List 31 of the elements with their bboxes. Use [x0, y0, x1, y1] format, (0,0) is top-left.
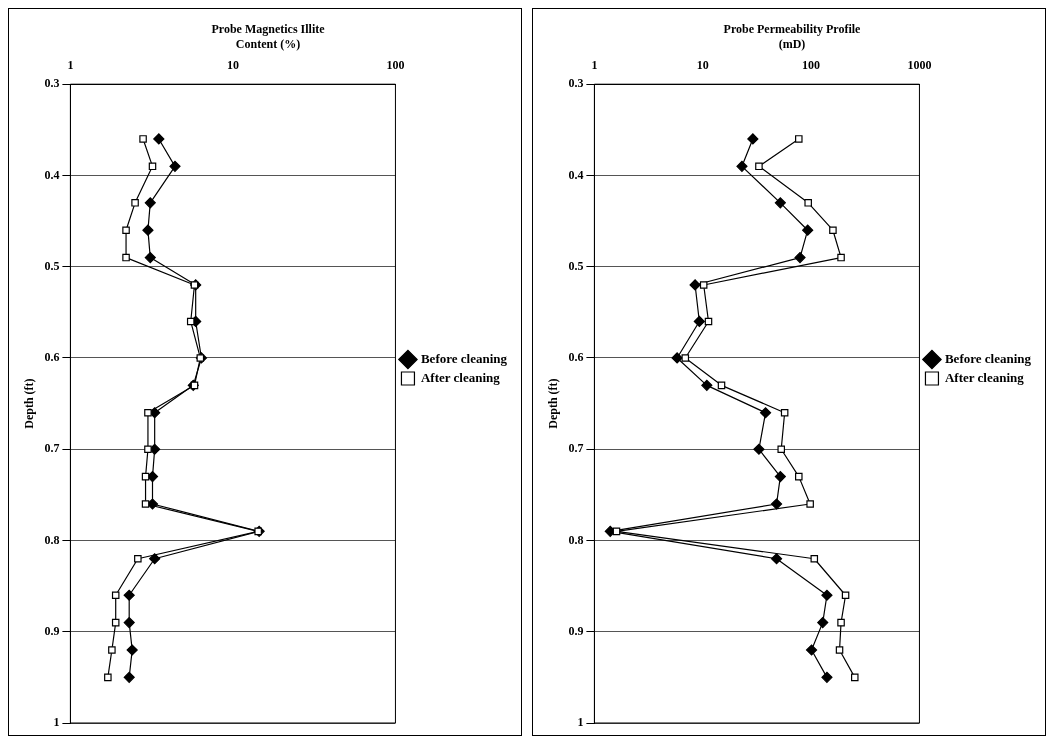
y-tick-label: 0.5: [44, 258, 60, 273]
y-tick-label: 0.3: [568, 76, 584, 91]
chart-title: Probe Permeability Profile (mD): [723, 22, 862, 51]
y-axis-title: Depth (ft): [22, 378, 37, 429]
x-tick-label: 100: [802, 58, 821, 73]
y-tick-label: 0.4: [44, 167, 60, 182]
y-tick-label: 0.6: [44, 350, 60, 365]
y-tick-label: 0.7: [568, 441, 584, 456]
y-tick-label: 0.3: [44, 76, 60, 91]
y-tick-label: 0.8: [568, 532, 584, 547]
y-tick-label: 0.9: [44, 623, 60, 638]
y-axis-title: Depth (ft): [546, 378, 561, 429]
x-tick-label: 10: [696, 58, 709, 73]
x-tick-label: 100: [386, 58, 405, 73]
x-tick-label: 1000: [907, 58, 932, 73]
y-tick-label: 0.8: [44, 532, 60, 547]
y-tick-label: 1: [577, 715, 584, 730]
y-tick-label: 0.5: [568, 258, 584, 273]
legend-label: After cleaning: [420, 369, 501, 385]
y-tick-label: 1: [53, 715, 60, 730]
legend-label: After cleaning: [944, 369, 1025, 385]
legend-label: Before cleaning: [420, 350, 508, 366]
x-tick-label: 10: [226, 58, 239, 73]
y-tick-label: 0.7: [44, 441, 60, 456]
legend-label: Before cleaning: [944, 350, 1032, 366]
y-tick-label: 0.4: [568, 167, 584, 182]
x-tick-label: 1: [591, 58, 598, 73]
x-tick-label: 1: [67, 58, 74, 73]
chart-title: Probe Magnetics Illite Content (%): [211, 22, 326, 51]
y-tick-label: 0.9: [568, 623, 584, 638]
y-tick-label: 0.6: [568, 350, 584, 365]
